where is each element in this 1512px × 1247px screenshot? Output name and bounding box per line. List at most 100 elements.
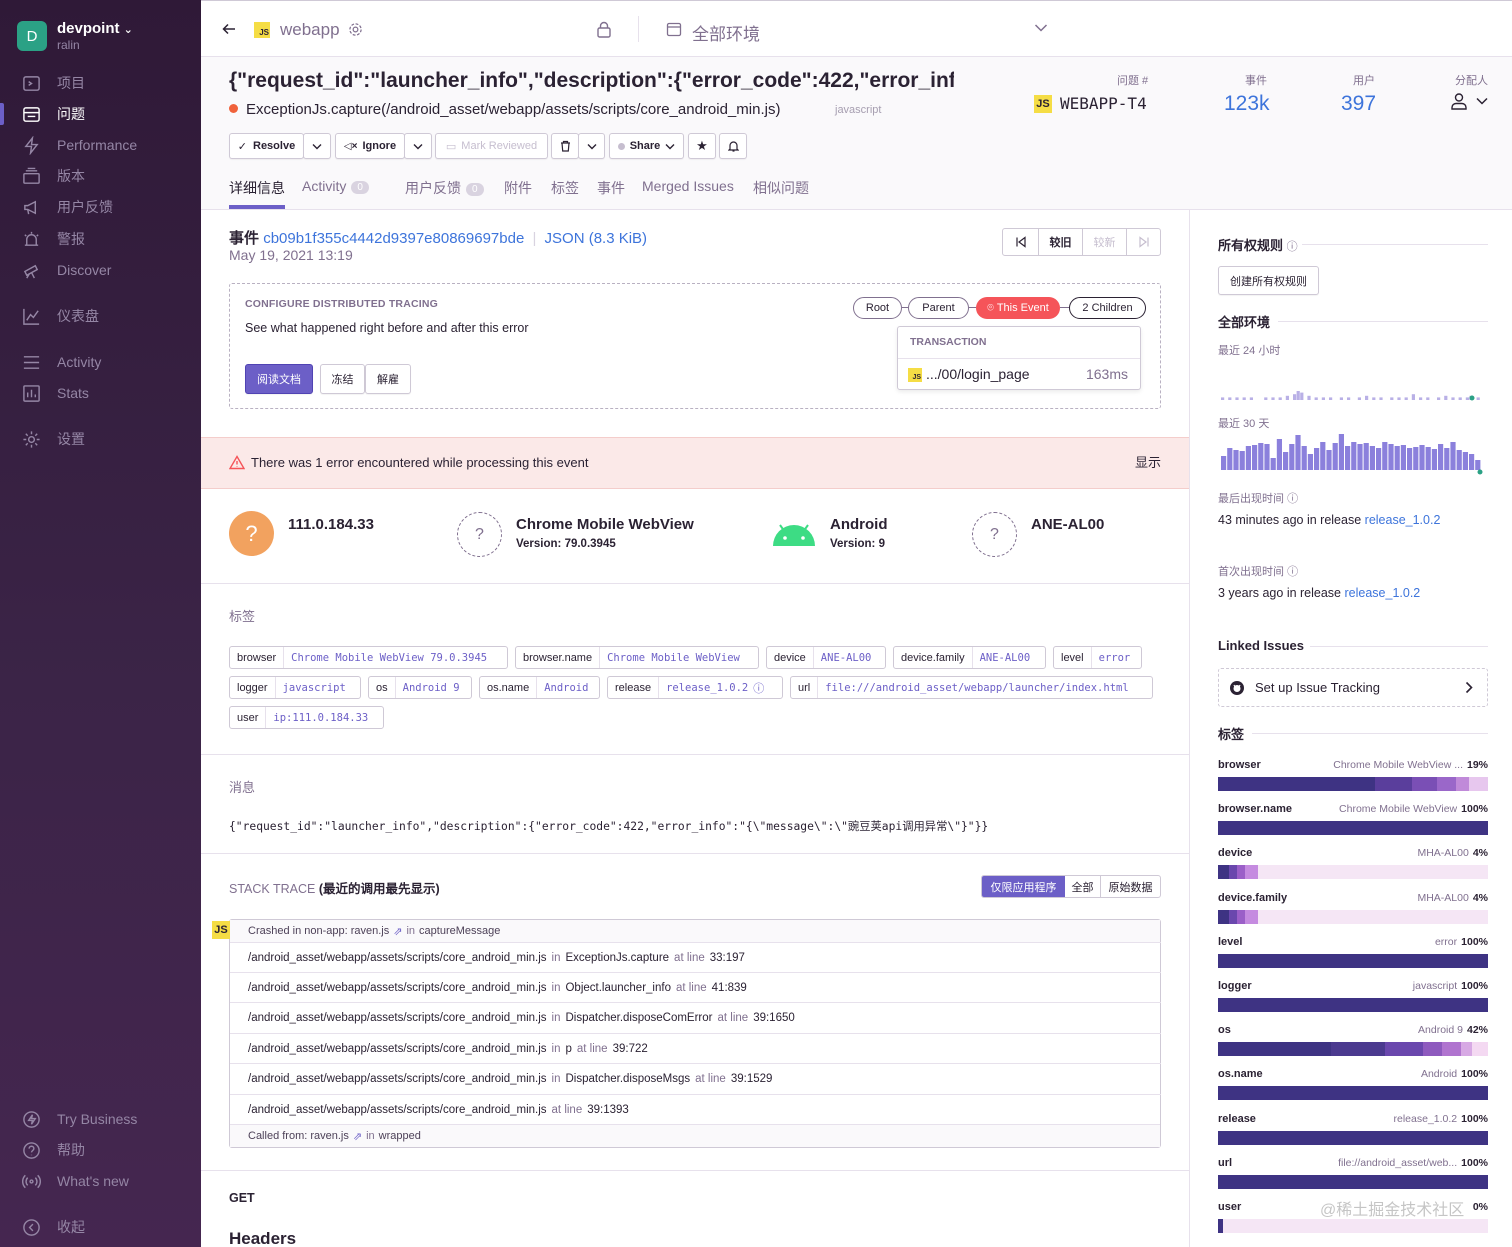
org-switcher[interactable]: D devpoint ⌄ ralin [17, 20, 133, 52]
question-icon[interactable]: ⓘ [1287, 493, 1299, 505]
skip-first-icon [1015, 236, 1026, 248]
chart-bar [1314, 397, 1318, 400]
latest-event-button[interactable] [1127, 229, 1160, 255]
trace-parent[interactable]: Parent [908, 297, 969, 319]
trace-children[interactable]: 2 Children [1069, 297, 1146, 319]
tab-attachments[interactable]: 附件 [504, 178, 532, 198]
tag-pill[interactable]: user ip:111.0.184.33 [229, 706, 384, 729]
tab-merged-issues[interactable]: Merged Issues [642, 178, 734, 194]
assignee-selector[interactable] [1450, 92, 1488, 110]
nav-collapse[interactable]: 收起 [0, 1212, 201, 1242]
tag-value: Chrome Mobile WebView [607, 651, 740, 664]
external-link-icon[interactable]: ⇗ [393, 925, 403, 938]
stack-frame[interactable]: /android_asset/webapp/assets/scripts/cor… [230, 972, 1161, 1002]
read-docs-button[interactable]: 阅读文档 [245, 364, 313, 394]
delete-button[interactable] [551, 133, 579, 159]
subscribe-button[interactable] [719, 133, 747, 159]
nav-settings[interactable]: 设置 [0, 424, 201, 454]
raw-toggle[interactable]: 原始数据 [1108, 881, 1153, 894]
environment-selector[interactable]: 全部环境 [692, 25, 760, 44]
tag-distribution-segment [1218, 777, 1375, 791]
nav-performance[interactable]: Performance [0, 130, 201, 160]
alert-show-toggle[interactable]: 显示 [1135, 455, 1162, 470]
stack-frame[interactable]: /android_asset/webapp/assets/scripts/cor… [230, 1063, 1161, 1093]
tab-events[interactable]: 事件 [597, 178, 625, 198]
nav-activity[interactable]: Activity [0, 347, 201, 377]
transaction-name[interactable]: .../00/login_page [926, 366, 1030, 382]
first-seen-release-link[interactable]: release_1.0.2 [1344, 586, 1421, 600]
crashed-in: in [406, 925, 416, 937]
tag-pill[interactable]: browser Chrome Mobile WebView 79.0.3945 [229, 646, 508, 669]
resolve-dropdown[interactable] [303, 133, 331, 159]
back-arrow-icon[interactable] [221, 21, 237, 37]
nav-try-business[interactable]: Try Business [0, 1104, 201, 1134]
nav-help[interactable]: 帮助 [0, 1135, 201, 1165]
first-event-button[interactable] [1003, 229, 1039, 255]
bookmark-button[interactable]: ★ [688, 133, 716, 159]
tab-tags[interactable]: 标签 [551, 178, 579, 198]
chart-bar [1419, 445, 1425, 470]
older-event-button[interactable]: 较旧 [1039, 229, 1083, 255]
resolve-button[interactable]: ✓ Resolve [229, 133, 304, 159]
tab-user-feedback[interactable]: 用户反馈 0 [405, 178, 484, 198]
tag-pill[interactable]: os Android 9 [368, 676, 472, 699]
nav-user-feedback[interactable]: 用户反馈 [0, 192, 201, 222]
trace-this-event[interactable]: ⌾ This Event [976, 297, 1060, 319]
nav-stats[interactable]: Stats [0, 378, 201, 408]
stack-frame[interactable]: /android_asset/webapp/assets/scripts/cor… [230, 1002, 1161, 1032]
json-link[interactable]: JSON (8.3 KiB) [544, 230, 648, 247]
last-seen-release-link[interactable]: release_1.0.2 [1364, 513, 1441, 527]
events-count[interactable]: 123k [1224, 92, 1270, 115]
tag-pill[interactable]: release release_1.0.2 ⓘ [607, 676, 783, 699]
project-name[interactable]: webapp [280, 20, 340, 39]
tag-value: Android 9 [402, 681, 460, 694]
ignore-button[interactable]: ◁× Ignore [335, 133, 405, 159]
tag-pill[interactable]: os.name Android [479, 676, 600, 699]
stack-frame[interactable]: /android_asset/webapp/assets/scripts/cor… [230, 1094, 1161, 1124]
trace-connector [969, 307, 976, 308]
tab-activity[interactable]: Activity 0 [302, 178, 369, 194]
nav-issues[interactable]: 问题 [0, 99, 201, 129]
users-count[interactable]: 397 [1341, 92, 1377, 115]
bell-icon [727, 141, 739, 152]
full-toggle[interactable]: 全部 [1065, 876, 1101, 897]
question-icon[interactable]: ⓘ [1287, 566, 1299, 578]
nav-discover[interactable]: Discover [0, 255, 201, 285]
nav-releases[interactable]: 版本 [0, 161, 201, 191]
tag-distribution-value: javascript 100% [1412, 980, 1488, 992]
stack-frame[interactable]: /android_asset/webapp/assets/scripts/cor… [230, 942, 1161, 972]
share-button[interactable]: Share [609, 133, 684, 159]
nav-dashboards[interactable]: 仪表盘 [0, 301, 201, 331]
tag-pill[interactable]: device.family ANE-AL00 [893, 646, 1046, 669]
tag-pill[interactable]: device ANE-AL00 [766, 646, 886, 669]
mark-reviewed-button[interactable]: ▭ Mark Reviewed [435, 133, 548, 159]
external-link-icon[interactable]: ⇗ [352, 1130, 363, 1143]
tag-pill[interactable]: browser.name Chrome Mobile WebView [515, 646, 759, 669]
app-only-toggle[interactable]: 仅限应用程序 [982, 876, 1065, 897]
tag-pill[interactable]: logger javascript [229, 676, 361, 699]
lock-icon[interactable] [596, 21, 612, 38]
setup-issue-tracking[interactable]: Set up Issue Tracking [1218, 668, 1488, 707]
event-id-link[interactable]: cb09b1f355c4442d9397e80869697bde [263, 230, 525, 247]
nav-whats-new[interactable]: What's new [0, 1166, 201, 1196]
chevron-down-icon[interactable] [1034, 23, 1048, 33]
gear-icon[interactable] [348, 22, 363, 37]
tag-pill[interactable]: level error [1053, 646, 1142, 669]
snooze-button[interactable]: 冻结 [320, 364, 365, 394]
tab-details[interactable]: 详细信息 [229, 178, 285, 198]
tab-similar-issues[interactable]: 相似问题 [753, 178, 809, 198]
stack-frame[interactable]: /android_asset/webapp/assets/scripts/cor… [230, 1033, 1161, 1063]
issue-short-id[interactable]: WEBAPP-T4 [1060, 94, 1147, 113]
nav-alerts[interactable]: 警报 [0, 224, 201, 254]
ignore-dropdown[interactable] [404, 133, 432, 159]
delete-dropdown[interactable] [578, 133, 605, 159]
info-icon[interactable]: ⓘ [753, 682, 765, 695]
newer-event-button[interactable]: 较新 [1083, 229, 1127, 255]
trace-root[interactable]: Root [853, 297, 902, 319]
tag-distribution-bar [1218, 821, 1488, 836]
dismiss-button[interactable]: 解雇 [365, 364, 411, 394]
question-icon[interactable]: ⓘ [1286, 241, 1298, 253]
nav-projects[interactable]: 项目 [0, 68, 201, 98]
create-ownership-rule-button[interactable]: 创建所有权规则 [1218, 266, 1319, 295]
tag-pill[interactable]: url file:///android_asset/webapp/launcher… [790, 676, 1153, 699]
